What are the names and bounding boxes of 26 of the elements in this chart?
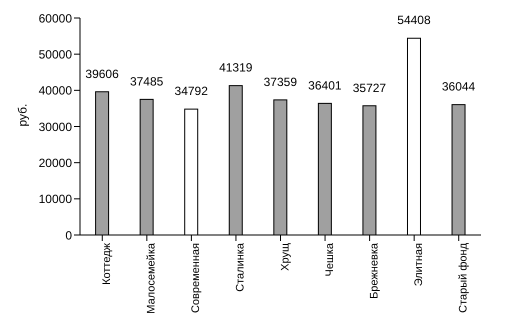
y-tick-label: 20000 — [38, 156, 72, 170]
data-label: 54408 — [397, 13, 431, 28]
data-label: 41319 — [219, 60, 253, 75]
data-label: 35727 — [352, 80, 386, 95]
data-label: 37359 — [264, 74, 298, 89]
y-tick-label: 50000 — [38, 47, 72, 62]
y-tick-label: 60000 — [38, 11, 72, 26]
y-tick-label: 40000 — [38, 84, 72, 98]
y-tick-label: 30000 — [38, 120, 72, 134]
data-label: 36044 — [442, 80, 476, 94]
y-tick-label: 10000 — [38, 192, 72, 206]
x-tick-label: Малосемейка — [146, 242, 158, 314]
x-tick-label: Хрущ — [279, 243, 292, 271]
data-label: 36401 — [308, 78, 342, 92]
data-label: 37485 — [130, 74, 164, 88]
y-tick-label: 0 — [65, 228, 72, 242]
x-tick-label: Коттедж — [101, 242, 114, 285]
y-axis-title: руб. — [15, 104, 30, 126]
data-label: 34792 — [174, 84, 208, 98]
x-tick-label: Сталинка — [234, 242, 247, 292]
x-tick-label: Элитная — [412, 242, 425, 286]
data-label: 39606 — [85, 66, 120, 81]
x-tick-label: Старый фонд — [458, 242, 470, 313]
x-tick-label: Чешка — [324, 242, 336, 276]
x-tick-label: Современная — [190, 242, 202, 314]
x-tick-label: Брежневка — [368, 242, 380, 299]
